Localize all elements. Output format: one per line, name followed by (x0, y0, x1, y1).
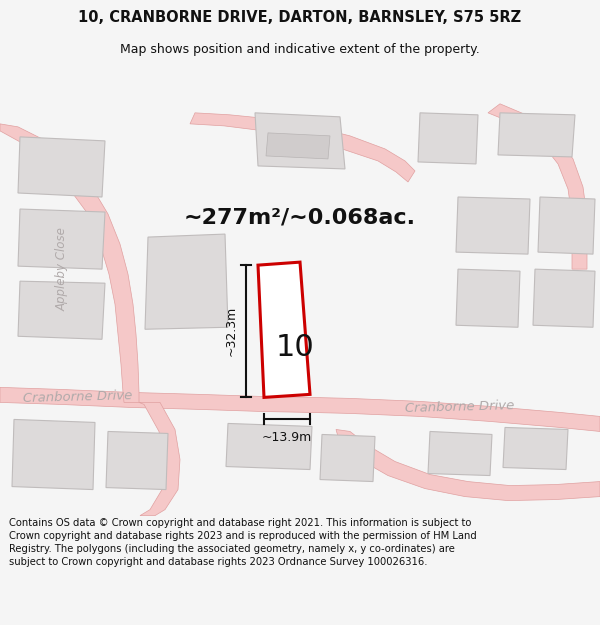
Text: Appleby Close: Appleby Close (56, 228, 68, 311)
Polygon shape (488, 104, 587, 269)
Polygon shape (503, 428, 568, 469)
Polygon shape (266, 133, 330, 159)
Polygon shape (139, 402, 180, 516)
Polygon shape (418, 113, 478, 164)
Polygon shape (538, 197, 595, 254)
Polygon shape (18, 281, 105, 339)
Text: 10, CRANBORNE DRIVE, DARTON, BARNSLEY, S75 5RZ: 10, CRANBORNE DRIVE, DARTON, BARNSLEY, S… (79, 9, 521, 24)
Text: Cranborne Drive: Cranborne Drive (405, 399, 515, 416)
Text: Contains OS data © Crown copyright and database right 2021. This information is : Contains OS data © Crown copyright and d… (9, 518, 477, 568)
Polygon shape (145, 234, 228, 329)
Text: ~32.3m: ~32.3m (225, 306, 238, 356)
Text: 10: 10 (275, 332, 314, 362)
Polygon shape (18, 137, 105, 197)
Text: ~13.9m: ~13.9m (262, 431, 312, 444)
Polygon shape (456, 197, 530, 254)
Polygon shape (255, 113, 345, 169)
Text: ~277m²/~0.068ac.: ~277m²/~0.068ac. (184, 207, 416, 227)
Polygon shape (12, 419, 95, 489)
Polygon shape (498, 113, 575, 157)
Text: Map shows position and indicative extent of the property.: Map shows position and indicative extent… (120, 43, 480, 56)
Polygon shape (336, 429, 600, 501)
Polygon shape (533, 269, 595, 328)
Polygon shape (0, 388, 600, 431)
Polygon shape (18, 209, 105, 269)
Polygon shape (0, 124, 139, 402)
Polygon shape (456, 269, 520, 328)
Polygon shape (320, 434, 375, 481)
Polygon shape (258, 262, 310, 398)
Text: Cranborne Drive: Cranborne Drive (23, 389, 133, 406)
Polygon shape (226, 424, 312, 469)
Polygon shape (428, 431, 492, 476)
Polygon shape (190, 113, 415, 182)
Polygon shape (106, 431, 168, 489)
